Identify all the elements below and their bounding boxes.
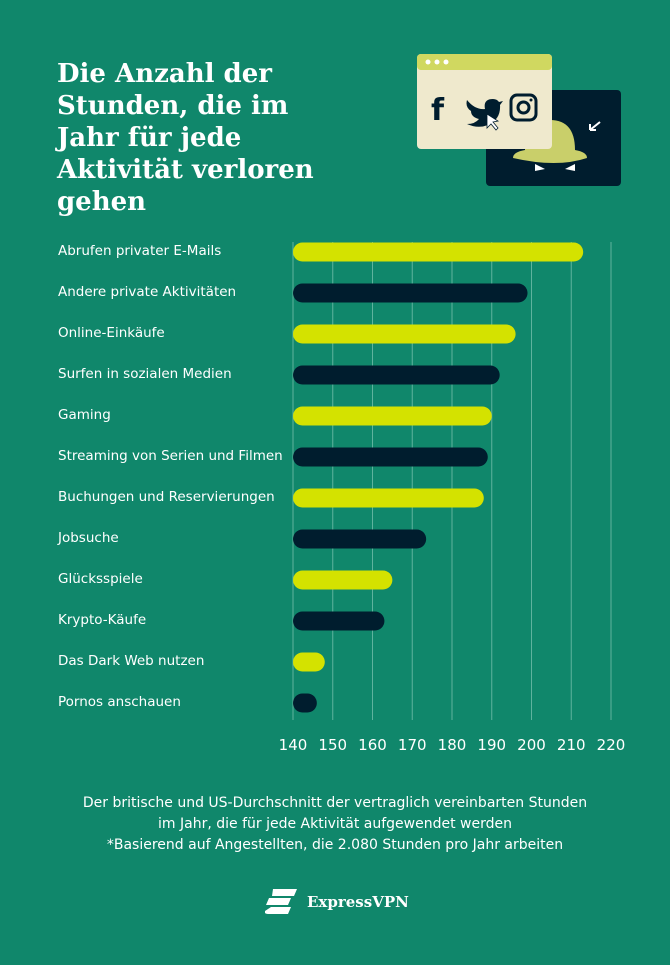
category-label: Online-Einkäufe <box>58 325 165 341</box>
category-label: Krypto-Käufe <box>58 612 147 628</box>
caption-line-1: Der britische und US-Durchschnitt der ve… <box>82 795 588 811</box>
bar <box>293 406 492 426</box>
instagram-icon <box>509 93 538 122</box>
facebook-icon: f <box>431 93 445 128</box>
category-label: Jobsuche <box>58 530 119 546</box>
bar <box>293 283 528 303</box>
expressvpn-logo-icon <box>265 889 297 914</box>
bar <box>293 365 500 385</box>
x-tick-label: 220 <box>596 736 626 754</box>
caption-line-2: im Jahr, die für jede Aktivität aufgewen… <box>158 816 512 832</box>
bar <box>293 693 317 713</box>
category-label: Pornos anschauen <box>58 694 181 710</box>
bar <box>293 488 484 508</box>
category-label: Abrufen privater E-Mails <box>58 243 222 259</box>
x-tick-label: 140 <box>278 736 308 754</box>
x-tick-label: 150 <box>318 736 348 754</box>
bar <box>293 611 385 631</box>
category-label: Glücksspiele <box>58 571 143 587</box>
category-label: Buchungen und Reservierungen <box>58 489 275 505</box>
expressvpn-logo: ExpressVPN <box>265 889 409 915</box>
caption-footnote: *Basierend auf Angestellten, die 2.080 S… <box>106 837 564 853</box>
x-tick-label: 190 <box>477 736 507 754</box>
x-tick-label: 160 <box>358 736 387 754</box>
bar <box>293 242 584 262</box>
social-media-spy-illustration: f <box>417 54 621 186</box>
x-tick-label: 180 <box>437 736 467 754</box>
bar <box>293 529 427 549</box>
page-title: Die Anzahl der Stunden, die im Jahr für … <box>57 59 314 217</box>
x-tick-label: 210 <box>556 736 586 754</box>
bar <box>293 570 393 590</box>
category-label: Das Dark Web nutzen <box>58 653 205 669</box>
x-tick-label: 200 <box>517 736 546 754</box>
cursor-icon <box>589 121 601 131</box>
category-label: Surfen in sozialen Medien <box>58 366 232 382</box>
chart-caption: Der britische und US-Durchschnitt der ve… <box>0 793 670 856</box>
brand-name: ExpressVPN <box>307 893 409 911</box>
x-tick-label: 170 <box>397 736 427 754</box>
category-label: Andere private Aktivitäten <box>58 284 237 300</box>
category-label: Gaming <box>58 407 111 423</box>
bar <box>293 652 325 672</box>
category-label: Streaming von Serien und Filmen <box>58 448 283 464</box>
bar <box>293 447 488 467</box>
bar-chart <box>292 242 612 720</box>
bar <box>293 324 516 344</box>
